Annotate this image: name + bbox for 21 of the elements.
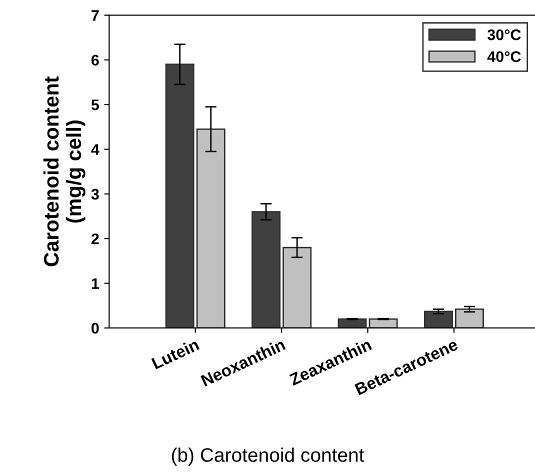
bar	[252, 211, 281, 328]
y-tick-label: 3	[91, 188, 99, 200]
y-tick-label: 0	[92, 322, 99, 334]
bar	[282, 246, 312, 328]
text: (b) Carotenoid content	[172, 448, 364, 466]
bar	[368, 318, 398, 328]
bar	[424, 310, 453, 328]
y-tick-label: 2	[91, 233, 99, 244]
bar	[338, 318, 367, 328]
legend-label: 40°C	[487, 51, 521, 62]
bar	[454, 308, 484, 328]
y-tick-label: 6	[91, 54, 99, 66]
x-tick-label: Lutein	[151, 338, 200, 370]
y-tick-label: 5	[91, 100, 99, 110]
bar	[196, 128, 226, 328]
y-tick-label: 1	[92, 278, 99, 289]
y-tick-label: 7	[92, 10, 99, 21]
y-axis-title: Carotenoid content (mg/g cell)	[43, 76, 86, 266]
bar	[165, 64, 194, 328]
y-tick-label: 4	[91, 144, 100, 155]
legend-label: 30°C	[487, 29, 521, 40]
